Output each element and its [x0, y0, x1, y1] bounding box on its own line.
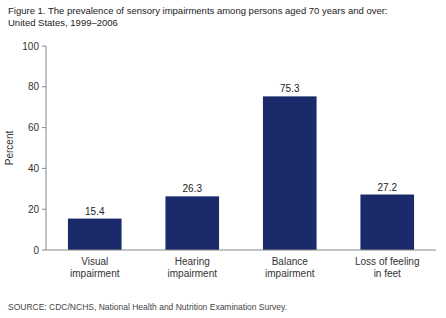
- subtitle: United States, 1999–2006: [8, 17, 118, 28]
- y-tick: [42, 209, 46, 210]
- y-tick: [42, 168, 46, 169]
- y-axis-label: Percent: [4, 131, 15, 166]
- bars: [68, 96, 414, 250]
- data-label: 75.3: [280, 83, 300, 94]
- x-tick-label: Loss of feelingin feet: [355, 256, 420, 279]
- y-tick-label: 100: [22, 41, 39, 52]
- y-tick: [42, 46, 46, 47]
- y-tick-label: 60: [28, 122, 40, 133]
- x-tick-label-line: Hearing: [175, 256, 210, 267]
- data-label: 15.4: [85, 206, 105, 217]
- x-tick-label-line: impairment: [168, 268, 218, 279]
- x-tick-label-line: Loss of feeling: [355, 256, 420, 267]
- x-tick-label-line: in feet: [374, 268, 401, 279]
- x-tick-label: Balanceimpairment: [265, 256, 315, 279]
- title: Figure 1. The prevalence of sensory impa…: [8, 5, 388, 16]
- x-tick-label-line: Visual: [81, 256, 108, 267]
- bar: [263, 96, 317, 250]
- x-axis: [46, 250, 436, 251]
- chart: Figure 1. The prevalence of sensory impa…: [0, 0, 446, 318]
- x-tick-label-line: impairment: [265, 268, 315, 279]
- y-tick: [42, 250, 46, 251]
- y-tick-label: 20: [28, 204, 40, 215]
- data-label: 27.2: [378, 182, 398, 193]
- y-tick-label: 40: [28, 163, 40, 174]
- bar: [68, 219, 122, 250]
- y-axis: [46, 46, 47, 250]
- x-tick-label-line: impairment: [70, 268, 120, 279]
- source: SOURCE: CDC/NCHS, National Health and Nu…: [8, 302, 287, 312]
- y-tick: [42, 86, 46, 87]
- x-tick-label: Hearingimpairment: [168, 256, 218, 279]
- bar: [360, 195, 414, 250]
- bar: [165, 196, 219, 250]
- x-tick-label-line: Balance: [272, 256, 309, 267]
- y-tick: [42, 127, 46, 128]
- x-tick-label: Visualimpairment: [70, 256, 120, 279]
- data-label: 26.3: [183, 183, 203, 194]
- y-tick-label: 0: [33, 245, 39, 256]
- y-tick-label: 80: [28, 81, 40, 92]
